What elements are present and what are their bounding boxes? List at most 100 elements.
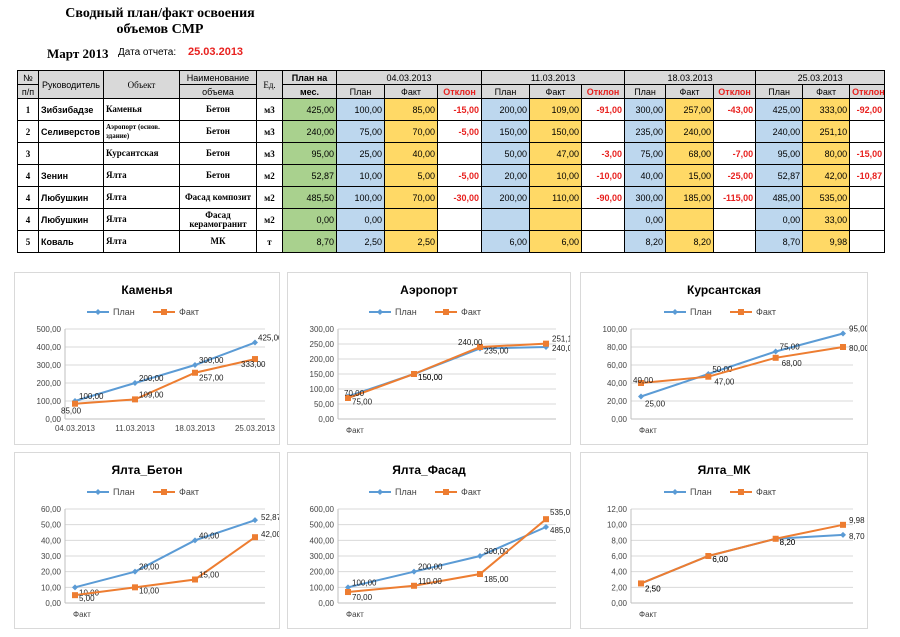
y-tick-label: 40,00: [607, 379, 628, 388]
series-line-plan: [347, 526, 547, 589]
row-week-fact: 42,00: [802, 164, 851, 187]
plan-fact-table: № Руководитель Объект Наименование Ед. П…: [17, 70, 886, 253]
y-tick-label: 50,00: [314, 400, 335, 409]
row-week-plan: 485,00: [755, 186, 804, 209]
row-week-plan: 300,00: [624, 186, 667, 209]
row-week-plan: 95,00: [755, 142, 804, 165]
legend-label-fact: Факт: [461, 307, 481, 317]
chart-title: Ялта_Фасад: [392, 463, 466, 477]
point-fact: [72, 592, 78, 599]
row-week-plan: 50,00: [481, 142, 531, 165]
row-manager: Любушкин: [38, 208, 104, 231]
data-label-fact: 70,00: [352, 593, 373, 602]
point-fact: [192, 369, 198, 376]
subheader-plan: План: [755, 84, 804, 99]
data-label-fact: 6,00: [712, 555, 728, 564]
row-week-fact: 535,00: [802, 186, 851, 209]
point-plan: [477, 553, 483, 559]
row-manager: Селиверстов: [38, 120, 104, 143]
legend-label-fact: Факт: [756, 307, 776, 317]
row-week-dev: [713, 208, 757, 231]
row-object: Ялта: [103, 230, 180, 253]
row-manager: Коваль: [38, 230, 104, 253]
row-week-fact: [665, 208, 715, 231]
chart-svg: План Факт 0,00 20,00 40,00 60,00 80,00 100,00 Фа…: [603, 307, 867, 435]
row-week-fact: 70,00: [384, 186, 438, 209]
data-label-plan: 6,00: [712, 555, 728, 564]
header-num-top: №: [17, 70, 39, 85]
row-week-dev: [849, 120, 886, 143]
series-line-fact: [74, 358, 256, 405]
legend-label-plan: План: [113, 487, 135, 497]
y-tick-label: 0,00: [611, 415, 627, 424]
row-unit: м3: [256, 98, 283, 121]
data-label-fact: 110,00: [418, 577, 442, 586]
row-week-plan: 100,00: [336, 186, 385, 209]
chart-svg: План Факт 0,00 10,00 20,00 30,00 40,00 50,00 60,…: [41, 487, 279, 619]
row-name: Фасад композит: [179, 186, 257, 209]
row-week-plan: [481, 208, 531, 231]
data-label-plan: 425,00: [258, 334, 279, 343]
data-label-fact: 42,00: [261, 530, 279, 539]
row-week-dev: [581, 230, 626, 253]
y-tick-label: 8,00: [611, 536, 627, 545]
series-line-plan: [74, 341, 256, 402]
row-week-plan: 40,00: [624, 164, 667, 187]
data-label-fact: 70,00: [344, 389, 365, 398]
data-label-plan: 8,70: [849, 532, 865, 541]
row-week-plan: 240,00: [755, 120, 804, 143]
chart-title: Курсантская: [687, 283, 761, 297]
y-tick-label: 400,00: [37, 343, 62, 352]
y-tick-label: 0,00: [45, 415, 61, 424]
header-object: Объект: [103, 70, 180, 99]
data-label-plan: 75,00: [352, 398, 373, 407]
legend-marker-plan: [672, 309, 678, 315]
point-fact: [772, 535, 779, 542]
point-plan: [252, 339, 258, 346]
table-header-row: № Руководитель Объект Наименование Ед. П…: [17, 70, 886, 99]
point-fact: [705, 553, 712, 559]
header-date-3: 18.03.2013: [624, 70, 757, 85]
row-week-fact: 6,00: [529, 230, 583, 253]
y-tick-label: 4,00: [611, 568, 627, 577]
y-tick-label: 100,00: [310, 583, 335, 592]
x-tick-label: 11.03.2013: [115, 424, 155, 433]
data-label-fact: 333,00: [241, 360, 266, 369]
legend-marker-plan: [95, 309, 101, 315]
data-label-plan: 50,00: [712, 365, 733, 374]
chart-title: Ялта_МК: [697, 463, 751, 477]
data-label-fact: 150,00: [418, 373, 443, 382]
row-week-fact: 70,00: [384, 120, 438, 143]
row-week-dev: -3,00: [581, 142, 626, 165]
legend-marker-plan: [672, 489, 678, 495]
y-tick-label: 400,00: [310, 536, 335, 545]
chart-6: Ялта_МК План Факт 0,00 2,00 4,00 6,00 8,00 10,00…: [580, 452, 868, 629]
y-tick-label: 100,00: [603, 325, 628, 334]
row-unit: м2: [256, 186, 283, 209]
y-tick-label: 200,00: [37, 379, 62, 388]
chart-svg: План Факт 0,00 50,00 100,00 150,00 200,00 250,0…: [310, 307, 570, 435]
row-num: 4: [17, 208, 39, 231]
row-unit: м2: [256, 164, 283, 187]
row-week-fact: 10,00: [529, 164, 583, 187]
data-label-fact: 8,20: [780, 538, 796, 547]
y-tick-label: 100,00: [37, 397, 62, 406]
y-tick-label: 60,00: [41, 505, 62, 514]
y-tick-label: 200,00: [310, 355, 335, 364]
x-axis-label: Факт: [639, 426, 657, 435]
row-name: Бетон: [179, 120, 257, 143]
row-week-dev: -15,00: [436, 98, 483, 121]
row-plan-month: 240,00: [282, 120, 337, 143]
row-week-dev: [436, 230, 483, 253]
row-week-dev: [849, 230, 886, 253]
point-fact: [840, 521, 846, 528]
data-label-fact: 85,00: [61, 407, 82, 416]
row-week-fact: 80,00: [802, 142, 851, 165]
row-object: Каменья: [103, 98, 180, 121]
point-fact: [252, 356, 258, 363]
row-week-plan: 0,00: [755, 208, 804, 231]
legend-label-plan: План: [395, 307, 417, 317]
row-week-fact: 15,00: [665, 164, 715, 187]
chart-2: Аэропорт План Факт 0,00 50,00 100,00 150,00 200…: [287, 272, 571, 445]
data-label-fact: 68,00: [782, 359, 803, 368]
